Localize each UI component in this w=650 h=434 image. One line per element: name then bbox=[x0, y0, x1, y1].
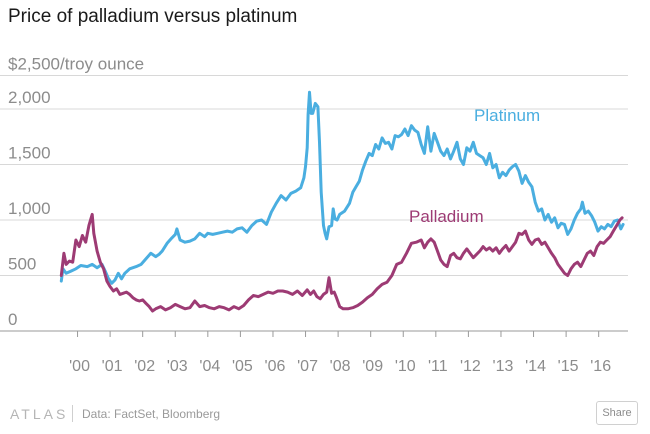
x-tick-label: '02 bbox=[134, 358, 155, 375]
chart-plot: $2,500/troy ounce 0 500 1,000 1,500 2,000 '00… bbox=[0, 55, 628, 375]
y-axis: $2,500/troy ounce 0 500 1,000 1,500 2,000 bbox=[8, 55, 144, 330]
series-label-platinum: Platinum bbox=[474, 106, 540, 125]
x-tick-label: '13 bbox=[493, 358, 514, 375]
y-tick-label: 2,000 bbox=[8, 88, 51, 107]
x-tick-label: '14 bbox=[525, 358, 546, 375]
series-line-palladium bbox=[59, 212, 624, 313]
x-tick-label: '08 bbox=[330, 358, 351, 375]
x-tick-label: '11 bbox=[428, 358, 448, 375]
y-axis-top-label: $2,500/troy ounce bbox=[8, 55, 144, 74]
chart-title: Price of palladium versus platinum bbox=[8, 6, 298, 27]
chart-footer: ATLAS Data: FactSet, Bloomberg Share bbox=[0, 398, 650, 434]
x-tick-label: '04 bbox=[199, 358, 220, 375]
x-tick-label: '07 bbox=[297, 358, 318, 375]
series-lines bbox=[59, 90, 625, 313]
y-tick-label: 0 bbox=[8, 310, 17, 329]
x-tick-label: '01 bbox=[102, 358, 123, 375]
y-tick-label: 1,500 bbox=[8, 144, 51, 163]
source-note: Data: FactSet, Bloomberg bbox=[82, 407, 221, 421]
y-tick-label: 500 bbox=[8, 255, 36, 274]
y-tick-label: 1,000 bbox=[8, 199, 51, 218]
share-button[interactable]: Share bbox=[596, 401, 638, 425]
x-tick-label: '06 bbox=[265, 358, 286, 375]
x-tick-label: '16 bbox=[590, 358, 611, 375]
atlas-logo: ATLAS bbox=[10, 406, 69, 422]
series-line-platinum bbox=[59, 90, 625, 285]
x-tick-label: '10 bbox=[395, 358, 416, 375]
series-label-palladium: Palladium bbox=[409, 207, 484, 226]
x-tick-label: '15 bbox=[558, 358, 579, 375]
x-tick-label: '03 bbox=[167, 358, 188, 375]
x-axis: '00 '01 '02 '03 '04 '05 '06 '07 '08 '09 '10 '11 '12 '… bbox=[69, 331, 611, 375]
x-tick-label: '00 bbox=[69, 358, 90, 375]
x-tick-label: '12 bbox=[460, 358, 481, 375]
series-labels: Platinum Palladium bbox=[409, 106, 540, 226]
x-tick-label: '05 bbox=[232, 358, 253, 375]
footer-divider bbox=[72, 405, 73, 422]
grid-lines bbox=[0, 75, 628, 332]
x-tick-label: '09 bbox=[362, 358, 383, 375]
